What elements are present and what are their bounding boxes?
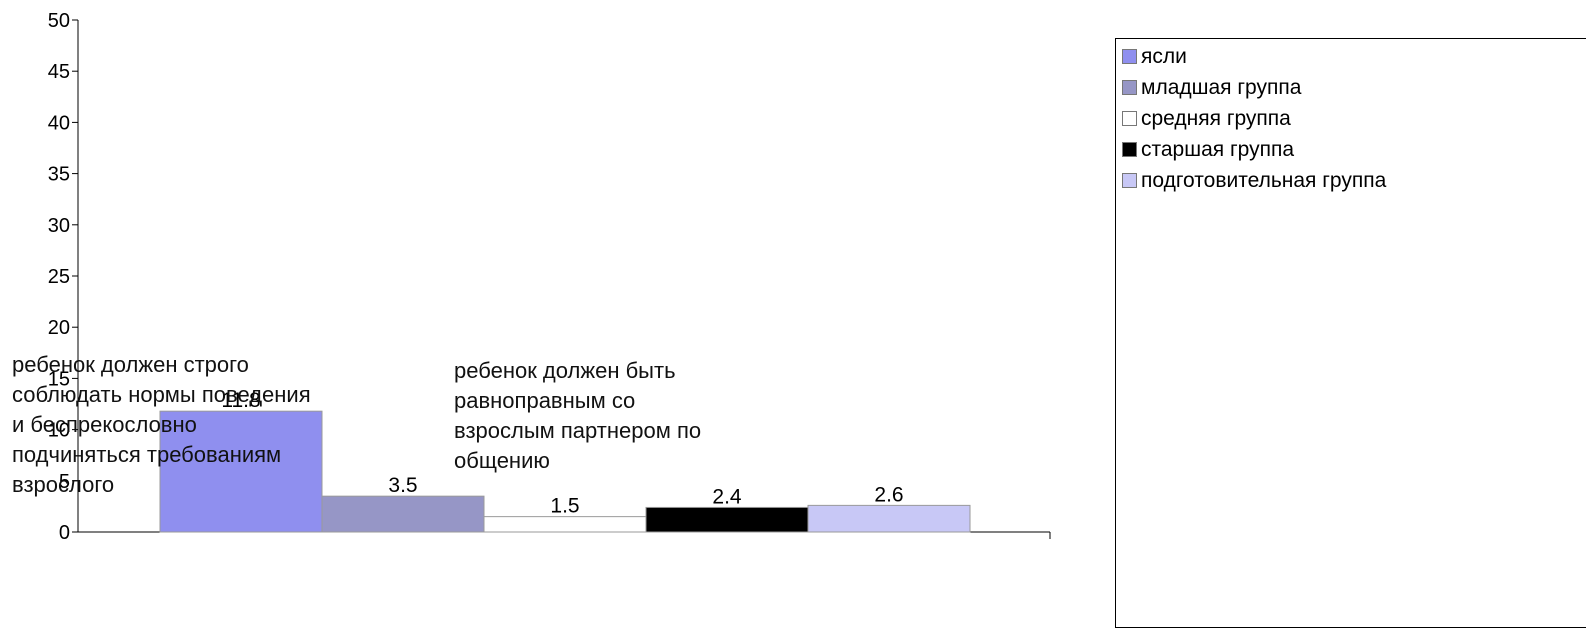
bar-5 — [807, 504, 971, 533]
legend-swatch — [1122, 80, 1137, 95]
category-label-line: и беспрекословно — [12, 412, 197, 437]
category-label-line: ребенок должен быть — [454, 358, 676, 383]
category-label-line: подчиняться требованиям — [12, 442, 281, 467]
y-tick-label: 30 — [48, 215, 70, 237]
y-tick-label: 15 — [48, 368, 70, 390]
y-tick-label: 25 — [48, 266, 70, 288]
legend-swatch — [1122, 173, 1137, 188]
legend-label: средняя группа — [1141, 106, 1291, 130]
bar-value-label: 1.5 — [550, 495, 579, 518]
category-label-line: взрослого — [12, 472, 114, 497]
bar-value-label: 2.4 — [712, 485, 742, 508]
bar-1 — [159, 410, 323, 533]
legend-item: старшая группа — [1116, 134, 1586, 165]
bar-2 — [321, 495, 485, 533]
category-label-2: ребенок должен быть равноправным со взросл… — [454, 358, 701, 473]
y-tick-label: 40 — [48, 112, 70, 134]
category-label-line: равноправным со — [454, 388, 635, 413]
bar-4 — [645, 506, 809, 533]
legend-label: младшая группа — [1141, 75, 1302, 99]
legend-label: ясли — [1141, 44, 1187, 68]
x-axis — [72, 531, 1051, 539]
bar-value-label: 2.6 — [874, 483, 903, 506]
bar-chart: 0 5 10 15 20 25 30 35 40 45 50 11.8 3.5 1.5 2.4 2.6 ре… — [12, 10, 1051, 544]
legend-label: старшая группа — [1141, 137, 1294, 161]
y-axis: 0 5 10 15 20 25 30 35 40 45 50 — [48, 10, 79, 544]
category-labels: ребенок должен строго соблюдать нормы пов… — [12, 352, 701, 497]
y-tick-label: 10 — [48, 420, 70, 442]
category-label-1: ребенок должен строго соблюдать нормы пов… — [12, 352, 311, 497]
legend-label: подготовительная группа — [1141, 168, 1387, 192]
y-tick-label: 45 — [48, 61, 70, 83]
y-tick-label: 35 — [48, 164, 70, 186]
legend-item: средняя группа — [1116, 103, 1586, 134]
bar-3 — [483, 516, 647, 533]
legend-swatch — [1122, 142, 1137, 157]
legend-swatch — [1122, 111, 1137, 126]
legend-swatch — [1122, 49, 1137, 64]
category-label-line: ребенок должен строго — [12, 352, 249, 377]
category-label-line: соблюдать нормы поведения — [12, 382, 311, 407]
y-tick-label: 20 — [48, 317, 70, 339]
value-labels: 11.8 3.5 1.5 2.4 2.6 — [221, 389, 903, 517]
y-tick-label: 0 — [59, 522, 70, 544]
bars — [159, 410, 971, 533]
legend-item: младшая группа — [1116, 72, 1586, 103]
y-tick-label: 50 — [48, 10, 70, 32]
bar-value-label: 3.5 — [388, 474, 417, 497]
category-label-line: взрослым партнером по — [454, 418, 701, 443]
legend: ясли младшая группа средняя группа старшая … — [1115, 38, 1586, 628]
category-label-line: общению — [454, 448, 550, 473]
bar-value-label: 11.8 — [221, 389, 260, 412]
legend-item: подготовительная группа — [1116, 165, 1586, 196]
y-tick-label: 5 — [59, 471, 70, 493]
legend-item: ясли — [1116, 41, 1586, 72]
